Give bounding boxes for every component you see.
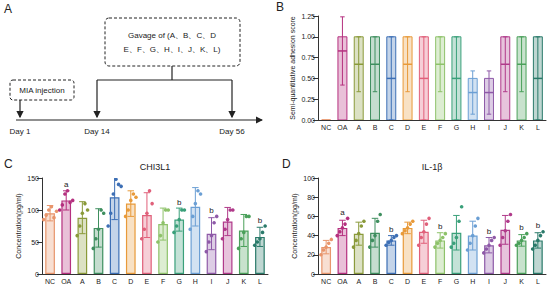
svg-text:D: D	[405, 124, 410, 131]
svg-text:a: a	[64, 180, 69, 189]
svg-text:K: K	[241, 278, 246, 285]
svg-text:60: 60	[307, 213, 315, 220]
svg-text:H: H	[470, 278, 475, 285]
svg-text:b: b	[536, 221, 541, 230]
svg-text:I: I	[488, 278, 490, 285]
svg-text:A: A	[80, 278, 85, 285]
svg-text:J: J	[504, 278, 508, 285]
svg-text:Day 14: Day 14	[84, 127, 110, 136]
svg-text:b: b	[209, 206, 214, 215]
svg-text:80: 80	[307, 194, 315, 201]
svg-text:Gavage of (A、B、C、D: Gavage of (A、B、C、D	[128, 31, 216, 40]
svg-text:1.25: 1.25	[301, 13, 315, 20]
svg-text:OA: OA	[61, 278, 71, 285]
svg-text:E: E	[422, 278, 427, 285]
svg-text:0: 0	[311, 271, 315, 278]
svg-text:IL-1β: IL-1β	[422, 162, 443, 172]
svg-text:L: L	[258, 278, 262, 285]
svg-text:C: C	[4, 157, 13, 171]
svg-text:Concentration(pg/ml): Concentration(pg/ml)	[15, 193, 23, 258]
svg-text:b: b	[177, 198, 182, 207]
svg-text:F: F	[438, 124, 442, 131]
svg-text:B: B	[96, 278, 101, 285]
svg-text:C: C	[389, 124, 394, 131]
svg-text:E: E	[422, 124, 427, 131]
svg-text:A: A	[4, 2, 12, 16]
svg-text:J: J	[504, 124, 508, 131]
svg-text:K: K	[519, 278, 524, 285]
svg-text:B: B	[373, 278, 378, 285]
svg-text:Day 1: Day 1	[10, 127, 31, 136]
svg-text:G: G	[176, 278, 181, 285]
svg-text:E: E	[145, 278, 150, 285]
svg-text:b: b	[487, 227, 492, 236]
svg-text:100: 100	[27, 207, 39, 214]
svg-text:b: b	[389, 225, 394, 234]
svg-text:L: L	[536, 124, 540, 131]
svg-text:0.50: 0.50	[301, 75, 315, 82]
svg-text:NC: NC	[321, 124, 331, 131]
svg-text:E、F、G、H、I、J、K、L): E、F、G、H、I、J、K、L)	[124, 45, 221, 54]
svg-text:I: I	[488, 124, 490, 131]
svg-text:Semi-quantitative adhesion sco: Semi-quantitative adhesion score	[289, 16, 297, 120]
svg-text:C: C	[389, 278, 394, 285]
svg-text:NC: NC	[321, 278, 331, 285]
svg-text:100: 100	[303, 175, 315, 182]
svg-text:0.75: 0.75	[301, 54, 315, 61]
svg-text:0.00: 0.00	[301, 117, 315, 124]
svg-text:MIA injection: MIA injection	[19, 86, 64, 95]
svg-text:B: B	[276, 0, 284, 14]
svg-text:0: 0	[35, 271, 39, 278]
svg-text:b: b	[438, 222, 443, 231]
svg-text:b: b	[519, 223, 524, 232]
svg-text:F: F	[161, 278, 165, 285]
svg-text:B: B	[373, 124, 378, 131]
svg-text:Day 56: Day 56	[219, 127, 245, 136]
svg-text:I: I	[211, 278, 213, 285]
svg-text:CHI3L1: CHI3L1	[140, 162, 171, 172]
svg-text:OA: OA	[337, 124, 347, 131]
svg-text:40: 40	[307, 232, 315, 239]
svg-text:a: a	[340, 208, 345, 217]
svg-text:D: D	[282, 157, 291, 171]
svg-text:K: K	[519, 124, 524, 131]
svg-text:20: 20	[307, 251, 315, 258]
svg-text:b: b	[258, 216, 263, 225]
svg-text:0.25: 0.25	[301, 96, 315, 103]
svg-text:1.00: 1.00	[301, 33, 315, 40]
svg-text:A: A	[356, 278, 361, 285]
svg-text:A: A	[356, 124, 361, 131]
svg-text:C: C	[112, 278, 117, 285]
svg-text:L: L	[536, 278, 540, 285]
svg-text:OA: OA	[337, 278, 347, 285]
svg-text:H: H	[470, 124, 475, 131]
svg-text:Concentration(pg/ml): Concentration(pg/ml)	[291, 193, 299, 258]
svg-text:G: G	[454, 124, 459, 131]
svg-text:H: H	[193, 278, 198, 285]
svg-text:D: D	[128, 278, 133, 285]
svg-text:J: J	[226, 278, 230, 285]
svg-text:50: 50	[31, 239, 39, 246]
svg-text:D: D	[405, 278, 410, 285]
svg-text:F: F	[438, 278, 442, 285]
svg-text:NC: NC	[45, 278, 55, 285]
svg-text:150: 150	[27, 175, 39, 182]
svg-text:G: G	[454, 278, 459, 285]
